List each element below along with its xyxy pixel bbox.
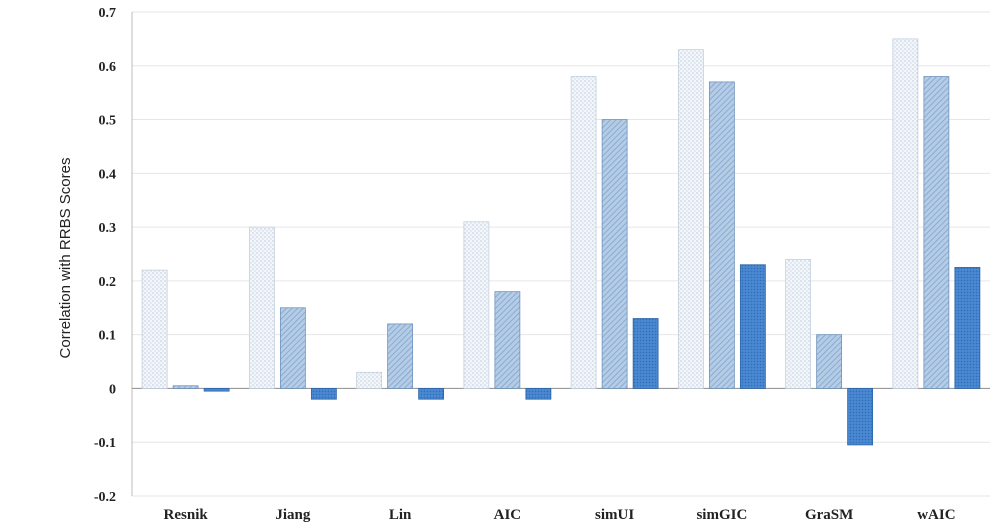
bars [141, 38, 981, 446]
y-tick-label: 0 [109, 382, 116, 397]
bar-aic-series-1 [463, 221, 490, 389]
labels: -0.2 -0.1 0 0.1 0.2 0.3 0.4 0.5 0.6 0.7 Resnik Jian… [94, 6, 956, 523]
bar-simui-series-1 [570, 76, 597, 389]
y-tick-label: 0.4 [99, 167, 117, 182]
gridlines [132, 11, 990, 497]
bar-waic-series-3 [954, 267, 981, 389]
bar-lin-series-3 [418, 388, 445, 400]
y-tick-label: 0.5 [99, 114, 117, 129]
bar-jiang-series-2 [279, 307, 306, 389]
bar-jiang-series-3 [310, 388, 337, 400]
bar-grasm-series-2 [816, 334, 843, 389]
y-tick-label: 0.7 [99, 6, 117, 21]
bar-waic-series-2 [923, 76, 950, 389]
bar-simui-series-3 [632, 318, 659, 389]
x-category-label: Lin [389, 507, 412, 523]
x-category-label: AIC [494, 507, 522, 523]
bar-aic-series-3 [525, 388, 552, 400]
x-category-label: Jiang [275, 507, 311, 523]
bar-grasm-series-1 [785, 258, 812, 389]
x-category-label: Resnik [164, 507, 209, 523]
x-category-label: GraSM [805, 507, 853, 523]
bar-simgic-series-1 [677, 49, 704, 389]
bar-resnik-series-3 [203, 388, 230, 392]
axes [131, 12, 990, 496]
y-tick-label: -0.2 [94, 490, 116, 505]
bar-lin-series-2 [387, 323, 414, 389]
x-category-label: wAIC [917, 507, 955, 523]
bar-grasm-series-3 [847, 388, 874, 446]
bar-waic-series-1 [892, 38, 919, 389]
y-tick-label: -0.1 [94, 436, 116, 451]
bar-simgic-series-3 [739, 264, 766, 389]
y-tick-label: 0.2 [99, 275, 117, 290]
x-category-label: simUI [595, 507, 634, 523]
bar-resnik-series-1 [141, 269, 168, 389]
y-tick-label: 0.3 [99, 221, 117, 236]
y-tick-label: 0.6 [99, 60, 117, 75]
x-category-label: simGIC [696, 507, 747, 523]
bar-resnik-series-2 [172, 385, 199, 389]
y-tick-label: 0.1 [99, 329, 117, 344]
bar-aic-series-2 [494, 291, 521, 389]
y-axis-title: Correlation with RRBS Scores [57, 158, 74, 359]
bar-jiang-series-1 [248, 226, 275, 389]
bar-simgic-series-2 [708, 81, 735, 389]
bar-lin-series-1 [356, 371, 383, 389]
bar-simui-series-2 [601, 119, 628, 389]
